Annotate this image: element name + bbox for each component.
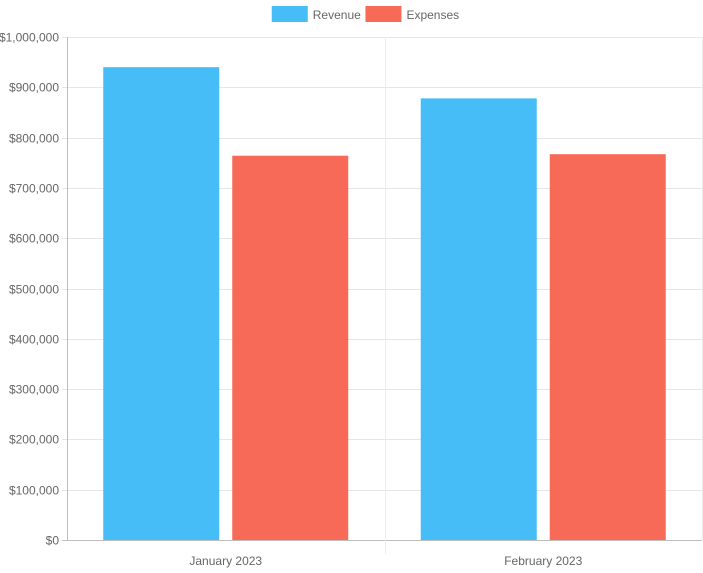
legend-item-revenue[interactable]: Revenue [271, 6, 361, 22]
bars [103, 67, 666, 541]
y-tick-label: $1,000,000 [0, 31, 59, 45]
bar-expenses-1[interactable] [232, 155, 349, 540]
bar-expenses-2[interactable] [549, 154, 666, 540]
x-tick-label: January 2023 [189, 554, 262, 568]
y-tick-label: $700,000 [9, 182, 59, 196]
y-tick-label: $400,000 [9, 333, 59, 347]
y-tick-label: $600,000 [9, 232, 59, 246]
legend-item-expenses[interactable]: Expenses [365, 6, 459, 22]
legend-label: Expenses [406, 8, 459, 22]
x-tick-label: February 2023 [504, 554, 582, 568]
y-tick-label: $0 [46, 534, 60, 548]
y-tick-label: $200,000 [9, 433, 59, 447]
y-tick-label: $300,000 [9, 383, 59, 397]
y-tick-label: $900,000 [9, 81, 59, 95]
y-tick-label: $800,000 [9, 132, 59, 146]
legend-label: Revenue [313, 8, 361, 22]
legend-swatch [271, 6, 308, 22]
legend-swatch [365, 6, 402, 22]
y-tick-label: $500,000 [9, 283, 59, 297]
x-axis: January 2023 February 2023 [189, 554, 582, 568]
y-axis: $0 $100,000 $200,000 $300,000 $400,000 $500,0… [0, 31, 59, 548]
bar-revenue-2[interactable] [420, 98, 537, 540]
y-tick-label: $100,000 [9, 484, 59, 498]
chart-legend: Revenue Expenses [271, 6, 459, 22]
bar-revenue-1[interactable] [103, 67, 220, 541]
